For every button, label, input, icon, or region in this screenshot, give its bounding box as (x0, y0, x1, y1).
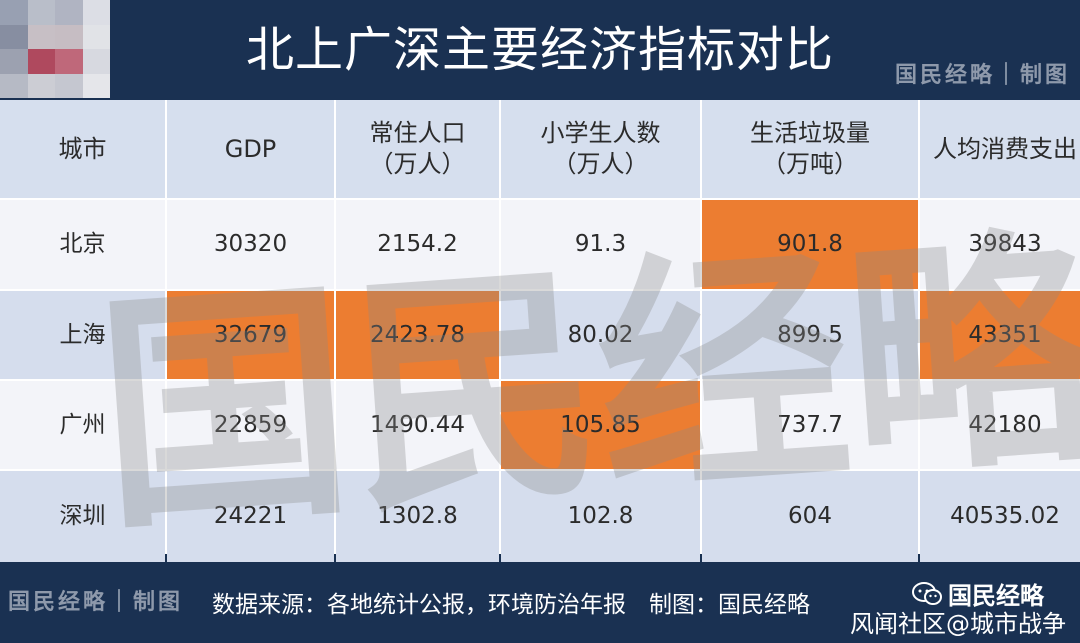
data-source-note: 数据来源：各地统计公报，环境防治年报 制图：国民经略 (212, 592, 810, 618)
blurred-avatar (0, 0, 110, 98)
cell-city: 深圳 (0, 471, 165, 562)
cell-consumption: 40535.02 (920, 471, 1080, 562)
cell-population: 2154.2 (336, 200, 499, 289)
site-watermark: 风闻社区@城市战争 (850, 610, 1066, 638)
cell-consumption-highlight: 43351 (920, 291, 1080, 379)
cell-gdp: 22859 (167, 381, 334, 469)
column-header-gdp: GDP (167, 100, 334, 198)
brand-label-footer: 国民经略｜制图 (8, 589, 184, 615)
cell-gdp-highlight: 32679 (167, 291, 334, 379)
cell-garbage-highlight: 901.8 (702, 200, 918, 289)
wechat-account[interactable]: 国民经略 (912, 576, 1044, 611)
cell-consumption: 39843 (920, 200, 1080, 289)
cell-pupils: 91.3 (501, 200, 700, 289)
column-header-consumption: 人均消费支出 (920, 100, 1080, 198)
cell-gdp: 24221 (167, 471, 334, 562)
data-table: 城市 GDP 常住人口 （万人） 小学生人数 （万人） 生活垃圾量 （万吨） 人… (0, 100, 1080, 562)
wechat-icon (912, 581, 942, 605)
page-title: 北上广深主要经济指标对比 (245, 22, 834, 78)
cell-pupils-highlight: 105.85 (501, 381, 700, 469)
column-header-garbage: 生活垃圾量 （万吨） (702, 100, 918, 198)
cell-city: 广州 (0, 381, 165, 469)
column-header-city: 城市 (0, 100, 165, 198)
cell-population: 1490.44 (336, 381, 499, 469)
cell-city: 上海 (0, 291, 165, 379)
wechat-account-name: 国民经略 (948, 582, 1044, 610)
title-banner: 北上广深主要经济指标对比 国民经略｜制图 (0, 0, 1080, 100)
cell-consumption: 42180 (920, 381, 1080, 469)
cell-population: 1302.8 (336, 471, 499, 562)
brand-label: 国民经略｜制图 (894, 62, 1070, 88)
cell-pupils: 80.02 (501, 291, 700, 379)
cell-garbage: 899.5 (702, 291, 918, 379)
footer: 国民经略｜制图 数据来源：各地统计公报，环境防治年报 制图：国民经略 国民经略 … (0, 554, 1080, 643)
cell-pupils: 102.8 (501, 471, 700, 562)
column-header-population: 常住人口 （万人） (336, 100, 499, 198)
cell-population-highlight: 2423.78 (336, 291, 499, 379)
cell-gdp: 30320 (167, 200, 334, 289)
cell-garbage: 737.7 (702, 381, 918, 469)
column-header-pupils: 小学生人数 （万人） (501, 100, 700, 198)
cell-garbage: 604 (702, 471, 918, 562)
cell-city: 北京 (0, 200, 165, 289)
